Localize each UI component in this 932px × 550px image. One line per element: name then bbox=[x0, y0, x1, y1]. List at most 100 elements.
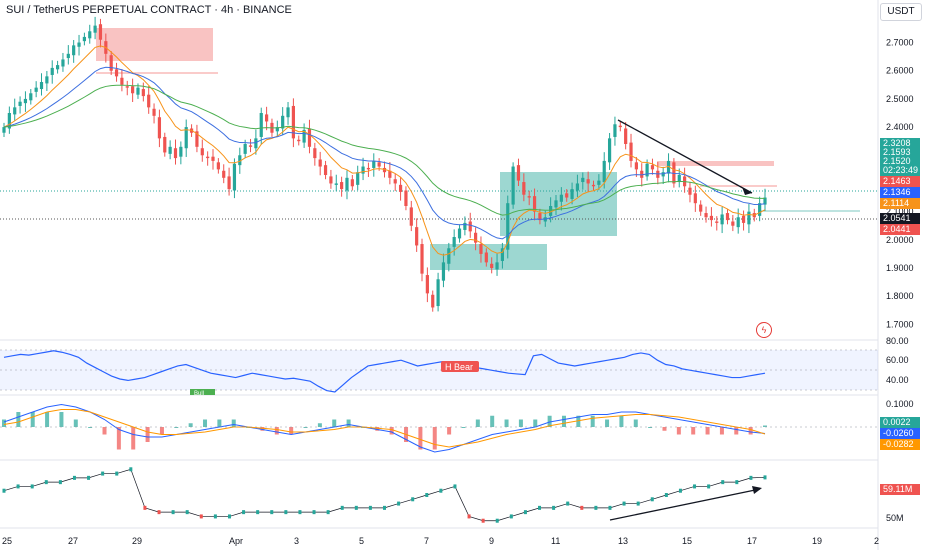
ema-fast-line bbox=[3, 45, 766, 256]
macd-histogram-bar bbox=[705, 427, 710, 435]
macd-histogram-bar bbox=[145, 427, 150, 442]
obv-marker bbox=[707, 484, 711, 489]
obv-marker bbox=[523, 510, 527, 515]
candle-body bbox=[522, 182, 526, 195]
trend-line-down bbox=[617, 119, 753, 194]
obv-marker bbox=[101, 471, 105, 476]
x-axis-label: 2 bbox=[874, 536, 879, 546]
macd-histogram-bar bbox=[59, 412, 64, 427]
macd-tick-label: 0.1000 bbox=[886, 399, 914, 409]
candle-body bbox=[141, 89, 145, 97]
obv-marker bbox=[749, 475, 753, 480]
macd-histogram-bar bbox=[475, 419, 480, 427]
rsi-bull-label: Bull bbox=[194, 391, 204, 397]
candle-body bbox=[275, 127, 279, 132]
x-axis-label: Apr bbox=[229, 536, 243, 546]
obv-marker bbox=[580, 505, 584, 510]
obv-marker bbox=[678, 488, 682, 493]
macd-histogram-bar bbox=[633, 419, 638, 427]
supply-zone-2 bbox=[657, 161, 774, 166]
candle-body bbox=[672, 162, 676, 184]
obv-marker bbox=[242, 510, 246, 515]
x-axis-label: 27 bbox=[68, 536, 78, 546]
candle-body bbox=[527, 196, 531, 198]
obv-marker bbox=[185, 510, 189, 515]
candle-body bbox=[34, 87, 38, 92]
candle-body bbox=[372, 160, 376, 168]
candle-body bbox=[559, 194, 563, 202]
candle-body bbox=[13, 107, 17, 115]
price-tag: 2.1520 bbox=[880, 156, 920, 167]
candle-body bbox=[500, 248, 505, 261]
obv-marker bbox=[538, 505, 542, 510]
candle-body bbox=[211, 156, 215, 161]
candle-body bbox=[39, 82, 44, 90]
candle-body bbox=[168, 146, 172, 154]
candle-body bbox=[72, 45, 76, 56]
macd-histogram-bar bbox=[203, 419, 208, 427]
rsi-h-bear-label: H Bear bbox=[445, 362, 473, 372]
candle-body bbox=[259, 113, 263, 137]
obv-marker bbox=[467, 514, 471, 519]
candle-body bbox=[318, 159, 322, 167]
obv-marker bbox=[383, 505, 386, 510]
obv-marker bbox=[30, 484, 34, 489]
vol-tick-label: 50M bbox=[886, 513, 904, 523]
macd-histogram-bar bbox=[691, 427, 696, 435]
candle-body bbox=[565, 193, 569, 198]
candle-body bbox=[329, 176, 333, 184]
macd-line bbox=[3, 403, 766, 453]
price-tick-label: 2.6000 bbox=[886, 66, 914, 76]
candle-body bbox=[688, 187, 692, 195]
candle-body bbox=[720, 214, 724, 225]
obv-marker bbox=[622, 501, 626, 506]
candle-body bbox=[82, 36, 86, 42]
candle-body bbox=[109, 55, 113, 71]
candle-body bbox=[340, 182, 344, 190]
obv-marker bbox=[594, 505, 598, 510]
macd-histogram-bar bbox=[418, 427, 423, 450]
candle-body bbox=[366, 167, 371, 170]
macd-histogram-bar bbox=[662, 427, 667, 431]
candle-body bbox=[666, 160, 671, 174]
candle-body bbox=[45, 76, 49, 84]
currency-button[interactable]: USDT bbox=[880, 3, 922, 21]
obv-marker bbox=[608, 505, 612, 510]
candle-body bbox=[307, 128, 312, 147]
candle-body bbox=[452, 237, 456, 247]
obv-marker bbox=[552, 505, 556, 510]
candle-body bbox=[238, 155, 242, 166]
obv-trend-line bbox=[609, 488, 761, 521]
rsi-h-bear-badge bbox=[441, 361, 479, 372]
obv-marker bbox=[326, 510, 330, 515]
macd-histogram-bar bbox=[131, 427, 136, 450]
candle-body bbox=[693, 193, 697, 204]
candle-body bbox=[200, 148, 204, 156]
obv-marker bbox=[298, 510, 302, 515]
candle-body bbox=[420, 244, 424, 274]
candle-body bbox=[538, 213, 542, 221]
x-axis-label: 3 bbox=[294, 536, 299, 546]
macd-histogram-bar bbox=[490, 415, 495, 427]
candle-body bbox=[50, 67, 54, 75]
candle-body bbox=[479, 244, 483, 254]
lightning-icon[interactable]: ϟ bbox=[756, 322, 772, 338]
macd-histogram-bar bbox=[73, 419, 78, 427]
macd-histogram-bar bbox=[2, 419, 6, 427]
macd-histogram-bar bbox=[274, 427, 279, 435]
candle-body bbox=[586, 179, 590, 184]
candle-body bbox=[216, 162, 220, 170]
price-tick-label: 2.7000 bbox=[886, 38, 914, 48]
candle-body bbox=[532, 196, 537, 212]
price-tick-label: 2.5000 bbox=[886, 94, 914, 104]
x-axis-label: 29 bbox=[132, 536, 142, 546]
candle-body bbox=[302, 129, 306, 143]
x-axis-label: 25 bbox=[2, 536, 12, 546]
macd-histogram-bar bbox=[303, 427, 308, 428]
obv-marker bbox=[312, 510, 316, 515]
candle-body bbox=[184, 127, 188, 149]
candle-body bbox=[709, 215, 714, 221]
candle-body bbox=[398, 184, 403, 192]
price-tag: 2.3208 bbox=[880, 138, 920, 149]
